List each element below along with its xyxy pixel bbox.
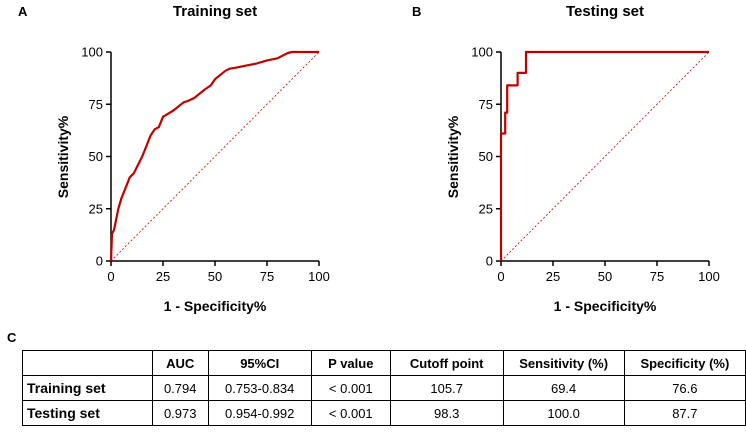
table-row: Testing set 0.973 0.954-0.992 < 0.001 98… — [22, 400, 746, 426]
reference-line — [110, 51, 320, 262]
auc-cell: 0.973 — [151, 400, 209, 426]
specificity-cell: 87.7 — [623, 400, 746, 426]
chart-training-set: Training set 0 25 50 75 100 0 25 50 75 100 1 - Sp… — [55, 3, 330, 314]
table-header-cell: Specificity (%) — [623, 350, 746, 376]
chart-title: Training set — [173, 3, 257, 20]
y-axis-title: Sensitivity% — [55, 115, 71, 198]
x-tick-label: 50 — [598, 269, 612, 284]
sensitivity-cell: 100.0 — [502, 400, 625, 426]
y-tick-label: 100 — [81, 45, 103, 60]
table-header-cell: Cutoff point — [389, 350, 504, 376]
table-header-cell — [22, 350, 153, 376]
cutoff-cell: 105.7 — [389, 375, 504, 401]
x-tick-label: 50 — [208, 269, 222, 284]
x-tick-label: 75 — [650, 269, 664, 284]
y-tick-label: 75 — [89, 97, 103, 112]
ci-cell: 0.753-0.834 — [207, 375, 312, 401]
y-tick-label: 25 — [479, 201, 493, 216]
x-tick-label: 0 — [107, 269, 114, 284]
specificity-cell: 76.6 — [623, 375, 746, 401]
table-header-cell: 95%CI — [207, 350, 312, 376]
x-tick-label: 75 — [260, 269, 274, 284]
panel-label-c: C — [7, 330, 17, 345]
table-row: Training set 0.794 0.753-0.834 < 0.001 1… — [22, 375, 746, 401]
table-header-cell: AUC — [151, 350, 209, 376]
y-tick-label: 100 — [471, 45, 493, 60]
y-tick-label: 50 — [89, 149, 103, 164]
table-header-cell: P value — [310, 350, 391, 376]
panel-label-a: A — [18, 4, 28, 19]
p-value-cell: < 0.001 — [310, 375, 391, 401]
table-header-cell: Sensitivity (%) — [502, 350, 625, 376]
x-axis-title: 1 - Specificity% — [554, 298, 657, 314]
auc-cell: 0.794 — [151, 375, 209, 401]
y-axis-title: Sensitivity% — [445, 115, 461, 198]
panel-label-b: B — [412, 4, 421, 19]
roc-curve — [499, 50, 709, 261]
p-value-cell: < 0.001 — [310, 400, 391, 426]
ci-cell: 0.954-0.992 — [207, 400, 312, 426]
x-tick-label: 25 — [546, 269, 560, 284]
sensitivity-cell: 69.4 — [502, 375, 625, 401]
chart-testing-set: Testing set 0 25 50 75 100 0 25 50 75 100 1 - Spe… — [445, 3, 720, 314]
x-tick-label: 100 — [308, 269, 330, 284]
cutoff-cell: 98.3 — [389, 400, 504, 426]
y-tick-label: 25 — [89, 201, 103, 216]
chart-title: Testing set — [566, 3, 644, 20]
table-header-row: AUC 95%CI P value Cutoff point Sensitivi… — [22, 350, 746, 376]
y-tick-label: 0 — [96, 254, 103, 269]
row-label: Training set — [22, 375, 153, 401]
y-tick-label: 50 — [479, 149, 493, 164]
x-tick-label: 100 — [698, 269, 720, 284]
y-tick-label: 75 — [479, 97, 493, 112]
x-tick-label: 0 — [497, 269, 504, 284]
row-label: Testing set — [22, 400, 153, 426]
x-tick-label: 25 — [156, 269, 170, 284]
results-table: AUC 95%CI P value Cutoff point Sensitivi… — [22, 350, 746, 426]
roc-curve — [109, 50, 319, 262]
x-axis-title: 1 - Specificity% — [164, 298, 267, 314]
reference-line — [500, 51, 710, 262]
y-tick-label: 0 — [486, 254, 493, 269]
